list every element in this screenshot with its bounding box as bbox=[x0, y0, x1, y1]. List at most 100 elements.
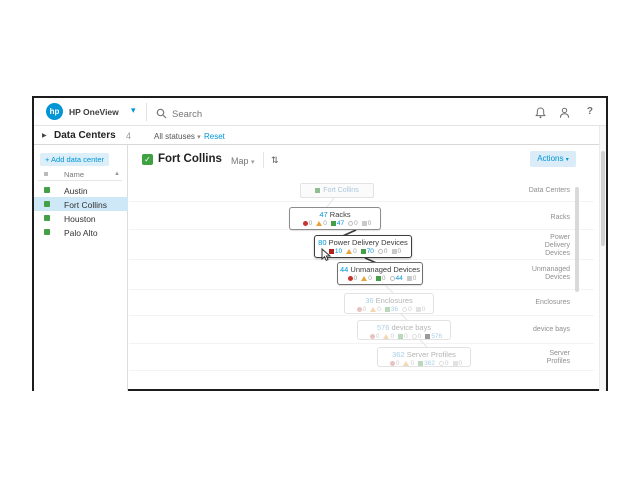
node-count[interactable]: 80 bbox=[318, 238, 327, 247]
critical-count[interactable]: 0 bbox=[308, 220, 313, 227]
node-label: Power Delivery Devices bbox=[328, 238, 408, 247]
unknown-count[interactable]: 576 bbox=[431, 333, 443, 340]
status-summary-row: 0 0 362 0 0 bbox=[378, 360, 470, 367]
unknown-count[interactable]: 0 bbox=[412, 275, 417, 282]
warning-count[interactable]: 0 bbox=[377, 306, 381, 313]
sidebar: + Add data center Name ▲ Austin Fort Col… bbox=[34, 145, 128, 391]
ok-count[interactable]: 47 bbox=[336, 220, 345, 227]
node-count[interactable]: 47 bbox=[319, 210, 328, 219]
unknown-count[interactable]: 0 bbox=[458, 360, 463, 367]
unknown-count[interactable]: 0 bbox=[397, 248, 402, 255]
sidebar-item-houston[interactable]: Houston bbox=[34, 211, 128, 225]
node-count[interactable]: 44 bbox=[339, 265, 349, 274]
filter-bar: ▶ Data Centers 4 All statuses ▾ Reset bbox=[34, 126, 606, 145]
map-row-label-unmanaged: Unmanaged Devices bbox=[531, 266, 570, 281]
sidebar-item-fort-collins[interactable]: Fort Collins bbox=[34, 197, 128, 211]
search-field-wrap bbox=[156, 104, 456, 120]
map-node-power-delivery-devices[interactable]: 80 Power Delivery Devices 10 0 70 0 0 bbox=[314, 235, 412, 258]
search-input[interactable] bbox=[172, 109, 452, 120]
node-count[interactable]: 576 bbox=[376, 323, 390, 332]
warning-status-icon bbox=[370, 307, 377, 312]
critical-count[interactable]: 0 bbox=[353, 275, 358, 282]
divider bbox=[263, 152, 264, 168]
add-data-center-button[interactable]: + Add data center bbox=[40, 153, 110, 166]
brand-menu-chevron-icon[interactable]: ▾ bbox=[131, 105, 136, 115]
status-ok-check-icon: ✓ bbox=[142, 154, 153, 165]
ok-status-icon bbox=[375, 276, 381, 281]
row-divider bbox=[129, 259, 594, 260]
critical-status-icon bbox=[369, 334, 375, 339]
sidebar-item-austin[interactable]: Austin bbox=[34, 183, 128, 197]
disabled-count[interactable]: 44 bbox=[395, 275, 403, 282]
disabled-count[interactable]: 0 bbox=[444, 360, 449, 367]
map-node-racks[interactable]: 47 Racks 0 0 47 0 0 bbox=[289, 207, 381, 230]
ok-count[interactable]: 0 bbox=[404, 333, 408, 340]
detail-title: Fort Collins bbox=[158, 153, 222, 165]
warning-count[interactable]: 0 bbox=[390, 333, 395, 340]
chevron-down-icon: ▾ bbox=[565, 157, 569, 163]
status-summary-row: 0 0 0 44 0 bbox=[338, 275, 422, 282]
disabled-status-icon bbox=[402, 307, 408, 312]
user-icon[interactable] bbox=[559, 106, 570, 124]
expand-panel-icon[interactable]: ▶ bbox=[42, 133, 47, 139]
name-column-header: Name bbox=[64, 170, 85, 179]
ok-count[interactable]: 0 bbox=[381, 275, 386, 282]
data-center-name: Fort Collins bbox=[64, 200, 107, 210]
warning-count[interactable]: 0 bbox=[410, 360, 415, 367]
map-node-enclosures[interactable]: 36 Enclosures 0 0 36 0 0 bbox=[344, 293, 434, 314]
divider bbox=[146, 103, 147, 121]
disabled-count[interactable]: 0 bbox=[417, 333, 422, 340]
unknown-status-icon bbox=[415, 307, 421, 312]
ok-status-icon bbox=[418, 361, 424, 366]
help-icon[interactable]: ? bbox=[586, 106, 593, 117]
sidebar-item-palo-alto[interactable]: Palo Alto bbox=[34, 225, 128, 239]
map-node-fort-collins[interactable]: Fort Collins bbox=[300, 183, 374, 198]
node-count[interactable]: 362 bbox=[392, 350, 405, 359]
warning-count[interactable]: 0 bbox=[368, 275, 372, 282]
warning-count[interactable]: 0 bbox=[353, 248, 357, 255]
unknown-count[interactable]: 0 bbox=[367, 220, 372, 227]
top-bar: hp HP OneView ▾ ? bbox=[34, 98, 606, 126]
disabled-count[interactable]: 0 bbox=[383, 248, 388, 255]
status-summary-row: 0 0 36 0 0 bbox=[345, 306, 433, 313]
node-label: Fort Collins bbox=[323, 187, 359, 194]
warning-count[interactable]: 0 bbox=[323, 220, 327, 227]
row-divider bbox=[129, 370, 594, 371]
critical-count[interactable]: 0 bbox=[375, 333, 380, 340]
map-node-device-bays[interactable]: 576 device bays 0 0 0 0 576 bbox=[357, 320, 451, 340]
warning-status-icon bbox=[346, 249, 353, 254]
disabled-count[interactable]: 0 bbox=[408, 306, 412, 313]
status-summary-row: 0 0 47 0 0 bbox=[290, 220, 380, 227]
status-filter-dropdown[interactable]: All statuses ▾ bbox=[154, 132, 201, 141]
mouse-cursor-icon bbox=[321, 248, 332, 262]
alerts-bell-icon[interactable] bbox=[535, 106, 546, 124]
actions-button[interactable]: Actions ▾ bbox=[530, 151, 576, 167]
app-window: hp HP OneView ▾ ? ▶ Data Centers 4 All s… bbox=[32, 96, 608, 391]
window-scrollbar[interactable] bbox=[599, 126, 606, 391]
disabled-status-icon bbox=[348, 221, 354, 226]
node-count[interactable]: 36 bbox=[365, 296, 374, 305]
status-filter-label: All statuses bbox=[154, 132, 195, 141]
sidebar-table-header[interactable]: Name ▲ bbox=[38, 169, 122, 181]
view-selector-dropdown[interactable]: Map ▾ bbox=[231, 156, 255, 166]
critical-count[interactable]: 0 bbox=[395, 360, 400, 367]
ok-count[interactable]: 70 bbox=[366, 248, 374, 255]
map-scrollbar-thumb[interactable] bbox=[575, 187, 579, 292]
reset-filter-link[interactable]: Reset bbox=[204, 132, 225, 141]
disabled-status-icon bbox=[389, 276, 395, 281]
swap-vertical-icon[interactable]: ⇅ bbox=[271, 155, 279, 165]
critical-count[interactable]: 10 bbox=[334, 248, 343, 255]
node-label: device bays bbox=[391, 323, 432, 332]
map-node-unmanaged-devices[interactable]: 44 Unmanaged Devices 0 0 0 44 0 bbox=[337, 262, 423, 285]
ok-status-icon bbox=[360, 249, 366, 254]
map-node-server-profiles[interactable]: 362 Server Profiles 0 0 362 0 0 bbox=[377, 347, 471, 367]
data-center-name: Austin bbox=[64, 186, 88, 196]
ok-status-icon bbox=[330, 221, 336, 226]
row-divider bbox=[129, 201, 594, 202]
disabled-count[interactable]: 0 bbox=[354, 220, 358, 227]
critical-count[interactable]: 0 bbox=[362, 306, 367, 313]
ok-count[interactable]: 362 bbox=[424, 360, 435, 367]
window-scrollbar-thumb[interactable] bbox=[601, 151, 605, 246]
unknown-count[interactable]: 0 bbox=[421, 306, 426, 313]
ok-count[interactable]: 36 bbox=[390, 306, 399, 313]
